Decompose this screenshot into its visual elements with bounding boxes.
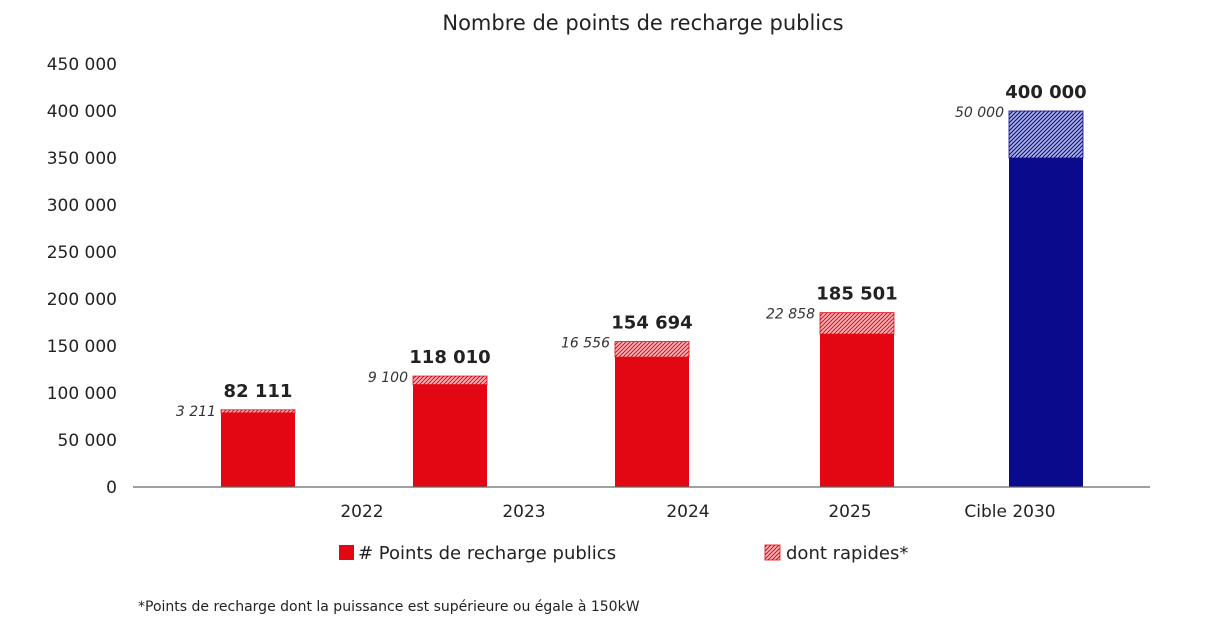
chart-title: Nombre de points de recharge publics xyxy=(442,11,843,35)
y-tick-label: 300 000 xyxy=(47,196,117,216)
total-data-label: 82 111 xyxy=(224,381,293,402)
x-tick-label: Cible 2030 xyxy=(964,502,1055,522)
bar-solid xyxy=(221,412,295,487)
total-data-label: 400 000 xyxy=(1005,82,1086,103)
bar-hatched xyxy=(220,409,296,414)
fast-data-label: 22 858 xyxy=(766,307,815,323)
y-tick-label: 100 000 xyxy=(47,384,117,404)
legend-swatch-solid xyxy=(339,545,354,560)
fast-data-label: 16 556 xyxy=(561,336,610,352)
bars xyxy=(220,110,1084,487)
y-tick-label: 50 000 xyxy=(58,431,117,451)
x-tick-label: 2025 xyxy=(828,502,871,522)
x-axis: 2022 2023 2024 2025 Cible 2030 xyxy=(340,502,1055,522)
bar-solid xyxy=(820,334,894,487)
y-tick-label: 150 000 xyxy=(47,337,117,357)
x-tick-label: 2024 xyxy=(666,502,709,522)
y-tick-label: 200 000 xyxy=(47,290,117,310)
bar-solid xyxy=(413,384,487,487)
legend-label-hatched: dont rapides* xyxy=(786,543,908,564)
y-tick-label: 250 000 xyxy=(47,243,117,263)
legend: # Points de recharge publics dont rapide… xyxy=(339,543,908,564)
total-data-label: 118 010 xyxy=(409,347,490,368)
x-tick-label: 2023 xyxy=(502,502,545,522)
bar-solid xyxy=(1009,158,1083,487)
bar-hatched xyxy=(1008,110,1084,159)
fast-data-label: 9 100 xyxy=(368,370,408,386)
fast-data-label: 50 000 xyxy=(955,105,1004,121)
y-axis: 0 50 000 100 000 150 000 200 000 250 000 300 0… xyxy=(47,55,117,498)
total-data-label: 154 694 xyxy=(611,313,692,334)
y-tick-label: 0 xyxy=(106,478,117,498)
bar-hatched xyxy=(819,312,895,335)
x-tick-label: 2022 xyxy=(340,502,383,522)
bar-hatched xyxy=(614,341,690,358)
y-tick-label: 450 000 xyxy=(47,55,117,75)
total-data-label: 185 501 xyxy=(816,284,897,305)
bar-hatched xyxy=(412,375,488,386)
footnote: *Points de recharge dont la puissance es… xyxy=(138,599,640,615)
fast-data-label: 3 211 xyxy=(176,404,216,420)
y-tick-label: 400 000 xyxy=(47,102,117,122)
legend-label-solid: # Points de recharge publics xyxy=(358,543,616,564)
legend-swatch-hatched xyxy=(764,544,781,561)
bar-solid xyxy=(615,357,689,487)
y-tick-label: 350 000 xyxy=(47,149,117,169)
